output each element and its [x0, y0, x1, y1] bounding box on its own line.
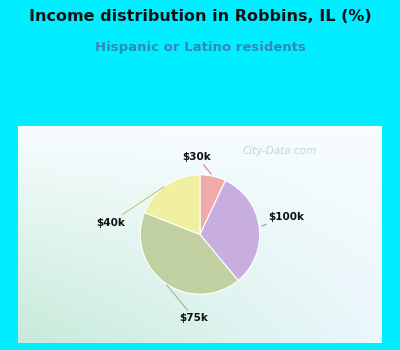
Text: $40k: $40k [96, 187, 164, 228]
Text: Income distribution in Robbins, IL (%): Income distribution in Robbins, IL (%) [29, 9, 371, 24]
Wedge shape [200, 181, 260, 280]
Text: $30k: $30k [183, 152, 211, 174]
Wedge shape [200, 175, 226, 235]
Text: Hispanic or Latino residents: Hispanic or Latino residents [94, 41, 306, 54]
Text: $75k: $75k [167, 285, 208, 323]
Text: City-Data.com: City-Data.com [243, 146, 317, 155]
Text: $100k: $100k [262, 212, 304, 226]
Wedge shape [144, 175, 200, 235]
Wedge shape [140, 212, 238, 294]
